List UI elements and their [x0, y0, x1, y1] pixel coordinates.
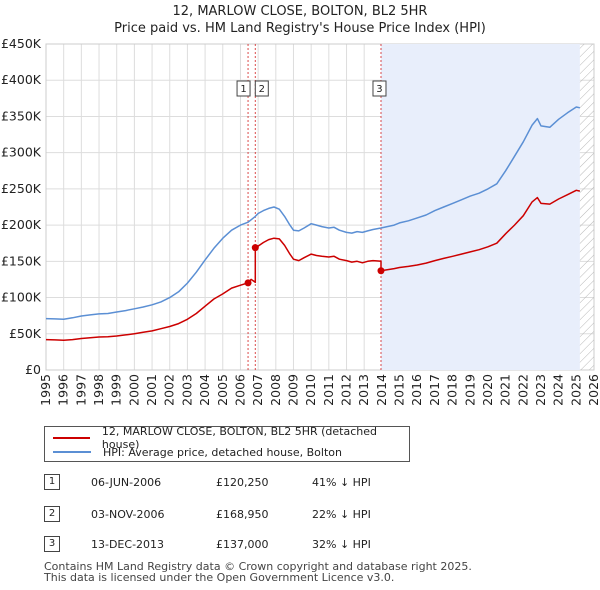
- legend-swatch-property: [53, 437, 90, 439]
- sale-number-badge: 1: [44, 474, 60, 490]
- sale-price: £137,000: [216, 538, 269, 551]
- x-tick-label: 1998: [91, 374, 106, 406]
- x-tick-label: 2005: [215, 374, 230, 406]
- sale-marker-box: [372, 80, 387, 97]
- x-tick-label: 2016: [409, 374, 424, 406]
- legend: 12, MARLOW CLOSE, BOLTON, BL2 5HR (detac…: [44, 425, 410, 462]
- x-tick-label: 2025: [568, 374, 583, 406]
- x-tick-label: 2013: [356, 374, 371, 406]
- sale-date: 06-JUN-2006: [91, 476, 162, 489]
- y-tick-label: £350K: [1, 108, 42, 123]
- legend-label-property: 12, MARLOW CLOSE, BOLTON, BL2 5HR (detac…: [101, 425, 378, 451]
- x-tick-label: 2018: [445, 374, 460, 406]
- series-lines: [45, 106, 581, 342]
- sale-marker-label: 3: [376, 84, 382, 95]
- x-tick-label: 2011: [321, 374, 336, 406]
- sale-point: [377, 267, 385, 275]
- sale-hpi-diff: 41% ↓ HPI: [312, 476, 371, 489]
- legend-item-property: 12, MARLOW CLOSE, BOLTON, BL2 5HR (detac…: [53, 425, 409, 451]
- sale-marker-label: 2: [259, 84, 265, 95]
- sale-price: £120,250: [216, 476, 269, 489]
- sale-marker-box: [236, 80, 251, 97]
- x-tick-label: 1996: [56, 374, 71, 406]
- series-line-property: [45, 189, 581, 342]
- series-line-hpi: [45, 106, 581, 321]
- x-tick-label: 1999: [109, 374, 124, 406]
- price-chart: 12, MARLOW CLOSE, BOLTON, BL2 5HR Price …: [1, 4, 600, 406]
- y-tick-label: £400K: [1, 72, 42, 87]
- x-tick-label: 2010: [303, 374, 318, 406]
- sale-number-badge: 3: [44, 536, 60, 552]
- sale-marker-label: 1: [240, 84, 246, 95]
- x-tick-label: 2009: [285, 374, 300, 406]
- x-tick-label: 2021: [498, 374, 513, 406]
- legend-label-hpi: HPI: Average price, detached house, Bolt…: [103, 445, 342, 459]
- sale-row: 2 03-NOV-2006 £168,950 22% ↓ HPI: [44, 506, 444, 524]
- sale-price: £168,950: [216, 508, 269, 521]
- x-tick-label: 2019: [462, 374, 477, 406]
- sale-points: [244, 244, 385, 287]
- sale-date: 13-DEC-2013: [91, 538, 165, 551]
- x-tick-label: 2000: [126, 374, 141, 406]
- x-tick-label: 2015: [392, 374, 407, 406]
- sale-hpi-diff: 22% ↓ HPI: [312, 508, 371, 521]
- sale-hpi-diff: 32% ↓ HPI: [312, 538, 371, 551]
- y-tick-label: £200K: [1, 217, 42, 232]
- x-tick-label: 2014: [374, 374, 389, 406]
- x-tick-label: 2004: [197, 374, 212, 406]
- legend-item-hpi: HPI: Average price, detached house, Bolt…: [53, 445, 342, 459]
- x-tick-label: 2008: [268, 374, 283, 406]
- y-tick-label: £150K: [1, 253, 42, 268]
- sale-markers: 1 2 3: [236, 80, 387, 97]
- x-tick-label: 1995: [38, 374, 53, 406]
- shaded-regions: [380, 44, 594, 370]
- x-tick-label: 2003: [179, 374, 194, 406]
- post-sale-shading: [380, 44, 580, 370]
- sale-date: 03-NOV-2006: [91, 508, 165, 521]
- sale-row: 3 13-DEC-2013 £137,000 32% ↓ HPI: [44, 536, 444, 554]
- x-tick-label: 2020: [480, 374, 495, 406]
- sale-point: [251, 244, 259, 252]
- chart-title: 12, MARLOW CLOSE, BOLTON, BL2 5HR: [173, 4, 428, 19]
- y-tick-label: £300K: [1, 145, 42, 160]
- sale-marker-box: [254, 80, 269, 97]
- x-tick-label: 2012: [339, 374, 354, 406]
- y-tick-label: £0: [25, 362, 41, 377]
- sale-number-badge: 2: [44, 506, 60, 522]
- x-tick-label: 2001: [144, 374, 159, 406]
- x-tick-label: 2006: [232, 374, 247, 406]
- footer-copyright: Contains HM Land Registry data © Crown c…: [44, 560, 472, 573]
- x-tick-label: 2026: [586, 374, 600, 406]
- y-tick-label: £250K: [1, 181, 42, 196]
- x-tick-label: 1997: [73, 374, 88, 406]
- x-tick-label: 2022: [515, 374, 530, 406]
- sale-row: 1 06-JUN-2006 £120,250 41% ↓ HPI: [44, 474, 444, 492]
- y-tick-label: £50K: [9, 326, 42, 341]
- footer: Contains HM Land Registry data © Crown c…: [44, 561, 472, 583]
- x-tick-label: 2007: [250, 374, 265, 406]
- legend-swatch-hpi: [53, 451, 91, 453]
- x-tick-label: 2024: [551, 374, 566, 406]
- chart-subtitle: Price paid vs. HM Land Registry's House …: [114, 21, 486, 36]
- x-tick-label: 2002: [162, 374, 177, 406]
- y-axis-labels: £0 £50K £100K £150K £200K £250K £300K £350K £400…: [1, 36, 42, 377]
- footer-licence: This data is licensed under the Open Gov…: [44, 571, 395, 584]
- y-tick-label: £100K: [1, 290, 42, 305]
- sale-point: [244, 279, 252, 287]
- y-tick-label: £450K: [1, 36, 42, 51]
- forecast-hatching: [579, 44, 594, 370]
- x-axis-labels: 1995 1996 1997 1998 1999 2000 2001 2002 2003 2004…: [38, 374, 600, 406]
- x-tick-label: 2017: [427, 374, 442, 406]
- x-tick-label: 2023: [533, 374, 548, 406]
